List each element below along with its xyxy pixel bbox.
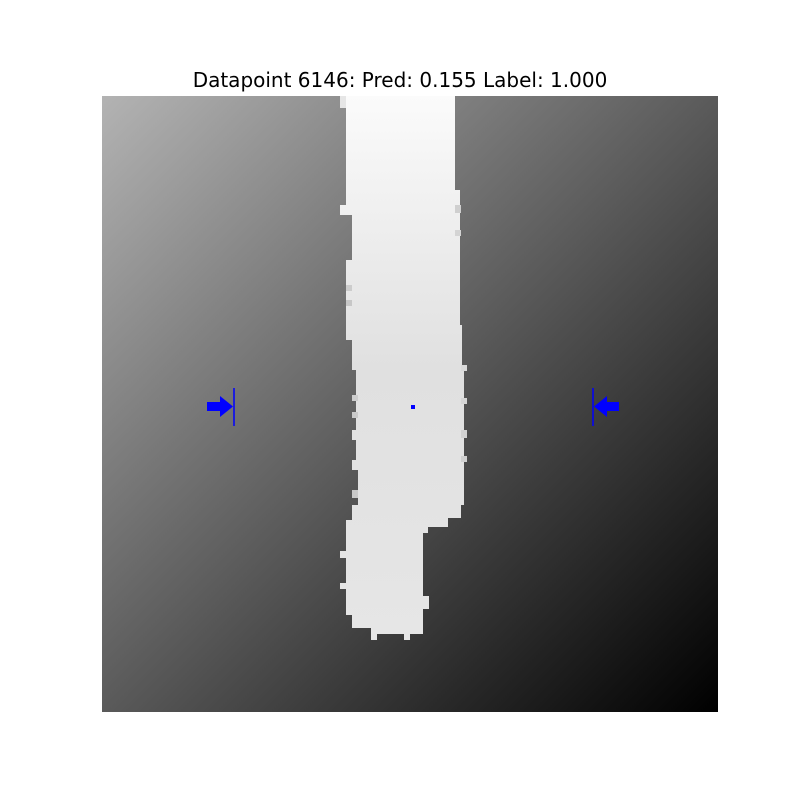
edge-pixel [461, 365, 467, 371]
edge-pixel [455, 230, 461, 236]
bright-object [340, 96, 464, 640]
figure-title: Datapoint 6146: Pred: 0.155 Label: 1.000 [192, 68, 608, 92]
edge-pixel [346, 300, 352, 306]
edge-pixel [461, 398, 467, 404]
right-arrow-marker [592, 388, 619, 426]
edge-pixel [340, 96, 346, 108]
left-arrow-shaft [207, 402, 221, 411]
edge-pixel [352, 490, 358, 498]
edge-pixel [346, 285, 352, 291]
edge-pixel [461, 456, 467, 462]
edge-pixel [455, 205, 461, 213]
left-arrow-marker [207, 388, 235, 426]
edge-pixel [461, 430, 467, 438]
right-arrow-shaft [606, 402, 619, 411]
left-arrow-head [220, 396, 233, 417]
right-arrow-head [594, 396, 607, 417]
edge-pixel [352, 395, 358, 401]
edge-pixel [352, 412, 358, 418]
center-point [411, 405, 415, 409]
